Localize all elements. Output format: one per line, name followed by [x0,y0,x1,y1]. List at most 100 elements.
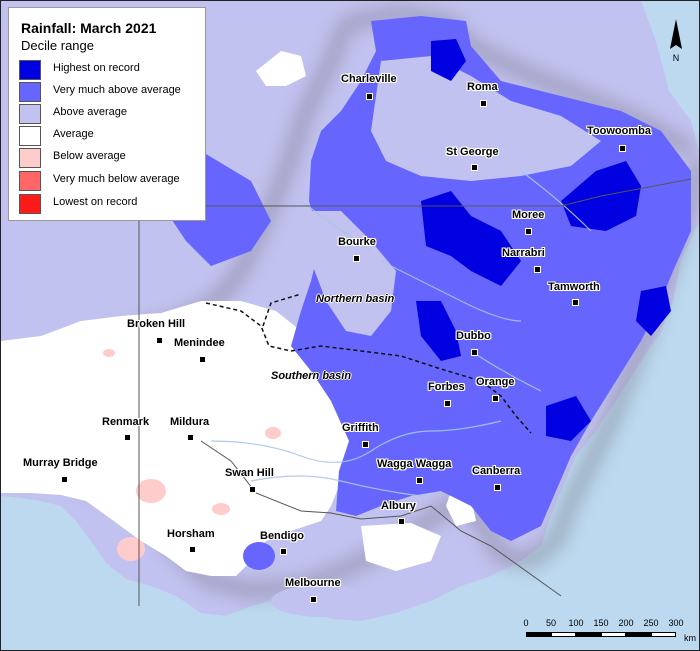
town-label-renmark: Renmark [102,416,150,428]
map-title: Rainfall: March 2021 [21,20,157,36]
town-label-charleville: Charleville [341,73,397,85]
town-label-swan-hill: Swan Hill [225,467,274,479]
scale-tick-label: 150 [593,618,609,628]
scale-segment [551,632,576,637]
legend-label: Lowest on record [53,196,138,208]
town-marker-narrabri [534,266,541,273]
town-label-bourke: Bourke [338,236,376,248]
town-label-albury: Albury [381,500,416,512]
town-label-narrabri: Narrabri [502,247,545,259]
southern-basin-label: Southern basin [271,370,352,382]
town-label-forbes: Forbes [428,381,465,393]
above-average-patch-south [271,585,371,617]
town-label-canberra: Canberra [472,465,521,477]
average-region-southwest [1,301,351,576]
legend-swatch [19,194,41,214]
rivers [210,170,592,497]
scale-unit: km [684,633,696,643]
legend-subtitle: Decile range [21,38,94,53]
town-marker-griffith [362,441,369,448]
town-marker-melbourne [310,596,317,603]
town-marker-charleville [366,93,373,100]
town-label-mildura: Mildura [170,416,210,428]
town-label-dubbo: Dubbo [456,330,491,342]
town-marker-broken-hill [156,337,163,344]
record-high-coast-central [546,396,591,441]
legend-swatch [19,126,41,146]
scale-tick-label: 100 [568,618,584,628]
legend-swatch [19,60,41,80]
scale-segment [526,632,551,637]
legend-swatch [19,104,41,124]
below-average-patch-4 [265,427,281,439]
town-label-melbourne: Melbourne [285,577,341,589]
town-label-moree: Moree [512,209,545,221]
town-label-murray-bridge: Murray Bridge [23,457,98,469]
town-marker-murray-bridge [61,476,68,483]
above-average-island-bourke [306,211,396,336]
record-high-roma [431,39,466,81]
record-high-moree [421,191,521,286]
scale-tick-label: 0 [523,618,529,628]
above-average-island-stgeorge [371,56,601,181]
scale-tick-label: 250 [643,618,659,628]
town-marker-canberra [494,484,501,491]
town-label-menindee: Menindee [174,337,225,349]
town-marker-roma [480,100,487,107]
legend-swatch [19,148,41,168]
north-arrow: N [667,19,685,63]
legend-swatch [19,171,41,191]
town-label-bendigo: Bendigo [260,530,304,542]
scale-segment [576,632,601,637]
town-marker-orange [492,395,499,402]
legend-label: Above average [53,106,127,118]
legend-swatch [19,82,41,102]
town-label-orange: Orange [476,376,515,388]
scale-tick-label: 300 [668,618,684,628]
town-marker-wagga-wagga [416,477,423,484]
town-marker-toowoomba [619,145,626,152]
town-label-horsham: Horsham [167,528,215,540]
town-marker-bendigo [280,548,287,555]
town-marker-dubbo [471,349,478,356]
town-marker-st-george [471,164,478,171]
legend-label: Average [53,128,94,140]
record-high-coast-north [636,286,671,336]
legend-label: Very much below average [53,173,180,185]
town-label-broken-hill: Broken Hill [127,318,186,330]
below-average-patch-2 [117,537,145,561]
town-marker-forbes [444,400,451,407]
average-patch-north [256,51,306,86]
town-marker-moree [525,228,532,235]
legend-label: Very much above average [53,84,181,96]
scale-bar: 0 50 100 150 200 250 300 km [522,618,696,643]
town-label-griffith: Griffith [342,422,379,434]
town-marker-swan-hill [249,486,256,493]
town-label-tamworth: Tamworth [548,281,600,293]
legend-label: Highest on record [53,62,140,74]
town-marker-bourke [353,255,360,262]
scale-tick-label: 50 [545,618,557,628]
record-high-dubbo [416,301,461,361]
below-average-patch-5 [103,349,115,357]
scale-segment [601,632,626,637]
basin-dashed-boundary [205,293,532,434]
below-average-patch-3 [212,503,230,515]
town-marker-renmark [124,434,131,441]
legend: Rainfall: March 2021 Decile range Highes… [8,7,206,221]
town-marker-horsham [189,546,196,553]
town-marker-tamworth [572,299,579,306]
scale-segment [626,632,651,637]
town-marker-mildura [187,434,194,441]
northern-basin-label: Northern basin [316,293,395,305]
town-marker-albury [398,518,405,525]
north-label: N [673,53,680,63]
town-label-roma: Roma [467,81,498,93]
scale-tick-label: 200 [618,618,634,628]
town-label-toowoomba: Toowoomba [587,125,651,137]
town-marker-menindee [199,356,206,363]
legend-label: Below average [53,150,126,162]
average-patch-southeast [361,523,441,571]
scale-segment [651,632,676,637]
above-average-patch-bendigo [243,542,275,570]
